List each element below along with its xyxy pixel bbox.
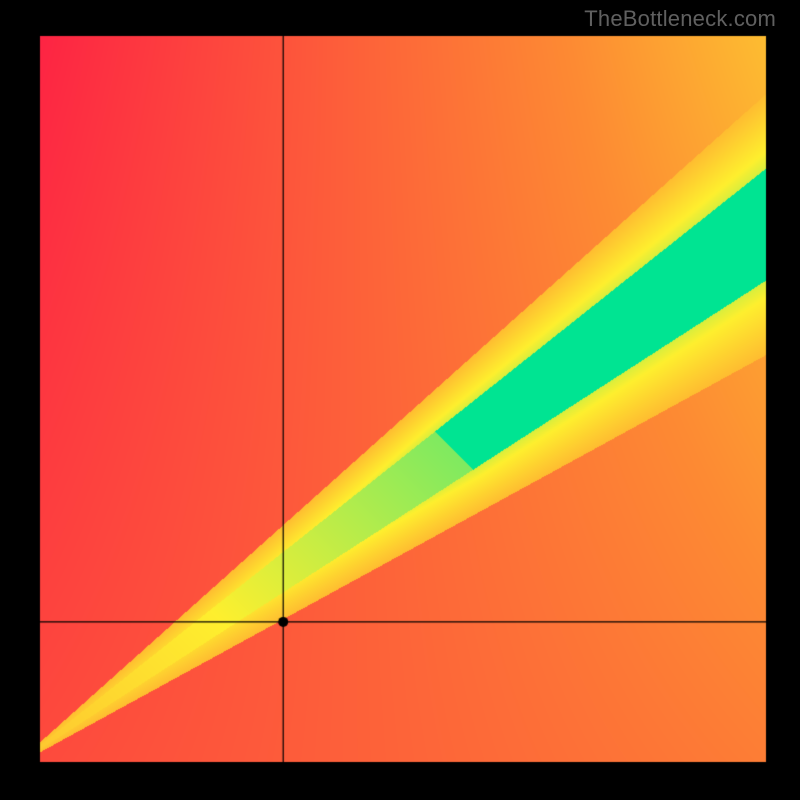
watermark-text: TheBottleneck.com <box>584 6 776 32</box>
heatmap-canvas <box>0 0 800 800</box>
chart-container: TheBottleneck.com <box>0 0 800 800</box>
